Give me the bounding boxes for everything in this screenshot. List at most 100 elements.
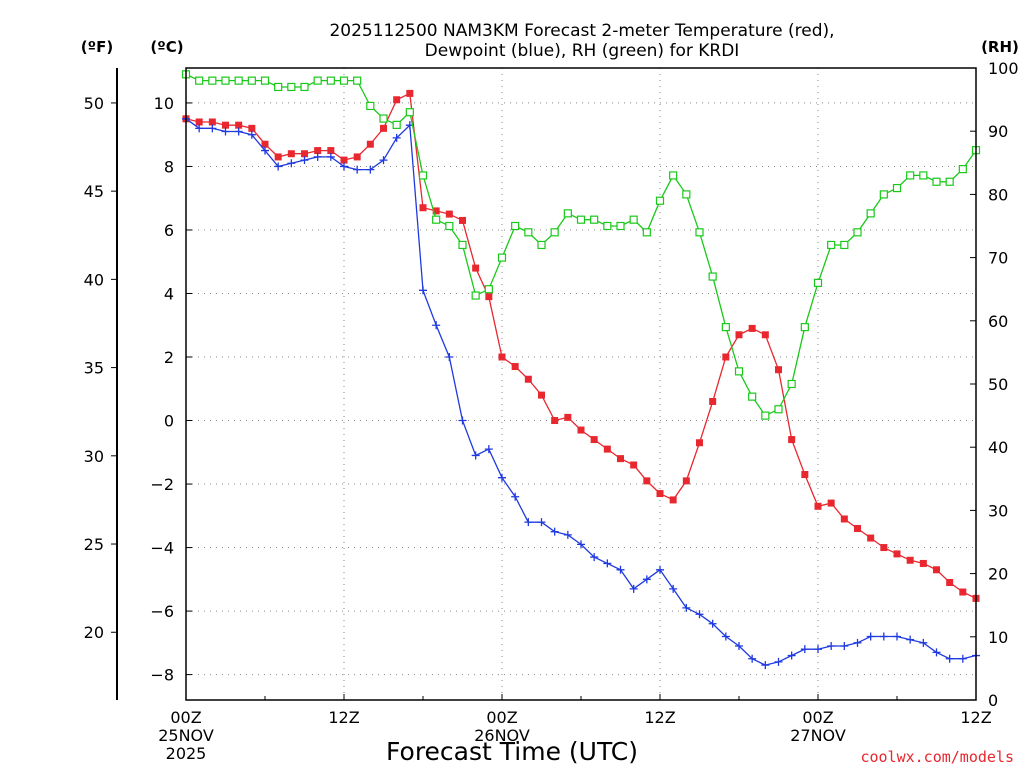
fahrenheit-tick-label: 30 — [84, 447, 104, 466]
fahrenheit-tick-label: 35 — [84, 359, 104, 378]
watermark: coolwx.com/models — [860, 748, 1014, 766]
dewpoint-c-point — [234, 127, 243, 136]
celsius-tick-label: −2 — [150, 475, 174, 494]
2-meter-temperature-c-point — [485, 293, 493, 301]
rh-point — [300, 82, 309, 92]
fahrenheit-tick-label: 40 — [84, 270, 104, 289]
2-meter-temperature-c-point — [538, 391, 545, 399]
rh-point — [669, 171, 678, 180]
2-meter-temperature-c-series — [182, 89, 980, 602]
2-meter-temperature-c-point — [274, 153, 282, 161]
rh-point — [734, 367, 744, 376]
celsius-axis: 10 8 6 4 2 0 −2 −4 −6 −8 — [150, 94, 192, 685]
2-meter-temperature-c-point — [722, 353, 730, 361]
rh-point — [432, 215, 441, 224]
2-meter-temperature-c-point — [617, 455, 624, 463]
2-meter-temperature-c-point — [840, 515, 848, 523]
rh-point — [392, 120, 401, 129]
rh-point — [629, 215, 638, 224]
2-meter-temperature-c-point — [603, 445, 611, 453]
celsius-tick-label: 6 — [164, 221, 174, 240]
2-meter-temperature-c-point — [775, 366, 782, 374]
2-meter-temperature-c-point — [353, 153, 361, 161]
rh-point — [497, 253, 507, 262]
dewpoint-c-point — [313, 152, 322, 161]
rh-point — [655, 196, 665, 205]
fahrenheit-tick-label: 50 — [84, 94, 104, 113]
fahrenheit-tick-label: 25 — [84, 535, 104, 554]
rh-point — [748, 392, 757, 401]
rh-point — [892, 183, 902, 193]
time-tick-label: 00Z — [486, 708, 517, 727]
rh-tick-label: 40 — [988, 438, 1008, 457]
2-meter-temperature-c-point — [459, 216, 466, 224]
2-meter-temperature-c-point — [208, 118, 216, 126]
dewpoint-c-point — [735, 642, 743, 651]
2-meter-temperature-c-point — [301, 150, 308, 158]
time-tick-label: 12Z — [960, 708, 991, 727]
dewpoint-c-point — [419, 286, 427, 295]
dewpoint-c-point — [537, 518, 546, 527]
rh-tick-label: 0 — [988, 691, 998, 710]
2-meter-temperature-c-point — [959, 588, 967, 596]
celsius-tick-label: 10 — [154, 94, 174, 113]
dewpoint-c-point — [484, 445, 493, 454]
2-meter-temperature-c-point — [314, 147, 322, 155]
rh-point — [708, 272, 717, 281]
rh-point — [827, 240, 836, 250]
dewpoint-c-point — [906, 635, 915, 644]
dewpoint-c-point — [392, 133, 401, 142]
2-meter-temperature-c-point — [248, 124, 256, 132]
rh-point — [234, 76, 243, 85]
dewpoint-c-point — [814, 645, 822, 654]
dewpoint-c-point — [840, 642, 849, 651]
fahrenheit-tick-label: 20 — [84, 623, 104, 642]
time-tick-label: 00Z — [170, 708, 201, 727]
dewpoint-c-point — [326, 152, 335, 161]
2-meter-temperature-c-point — [630, 461, 638, 469]
dewpoint-c-point — [958, 654, 967, 663]
rh-point — [287, 82, 296, 92]
dewpoint-c-point — [300, 156, 309, 165]
2-meter-temperature-c-point — [366, 140, 374, 148]
dewpoint-c-point — [221, 127, 230, 136]
dewpoint-c-point — [879, 632, 888, 641]
2-meter-temperature-c-point — [222, 121, 229, 129]
2-meter-temperature-c-point — [682, 477, 690, 485]
2-meter-temperature-c-point — [643, 477, 651, 485]
dewpoint-c-point — [774, 657, 783, 666]
rh-point — [195, 76, 204, 85]
2-meter-temperature-c-point — [893, 550, 901, 558]
rh-tick-label: 30 — [988, 501, 1008, 520]
dewpoint-c-point — [866, 632, 875, 641]
chart-title-line2: Dewpoint (blue), RH (green) for KRDI — [425, 41, 740, 61]
rh-point — [576, 215, 586, 224]
dewpoint-c-point — [577, 540, 585, 549]
rh-unit-label: (RH) — [981, 38, 1019, 56]
rh-point — [853, 228, 862, 237]
series-layer — [181, 70, 981, 670]
time-tick-label: 12Z — [644, 708, 675, 727]
rh-point — [379, 114, 388, 123]
x-axis-title: Forecast Time (UTC) — [386, 737, 638, 766]
dewpoint-c-point — [893, 632, 901, 641]
dewpoint-c-point — [800, 645, 809, 654]
2-meter-temperature-c-point — [235, 121, 243, 129]
dewpoint-c-point — [498, 473, 506, 482]
rh-tick-label: 50 — [988, 375, 1008, 394]
rh-point — [221, 76, 230, 85]
rh-point — [813, 278, 823, 287]
rh-point — [800, 323, 809, 332]
rh-point — [774, 405, 783, 414]
rh-point — [958, 165, 967, 174]
rh-tick-label: 70 — [988, 249, 1008, 268]
2-meter-temperature-c-point — [287, 150, 295, 158]
2-meter-temperature-c-point — [511, 363, 519, 371]
dewpoint-c-point — [458, 416, 467, 425]
dewpoint-c-point — [695, 610, 704, 619]
rh-point — [313, 76, 322, 85]
2-meter-temperature-c-point — [946, 578, 954, 586]
2-meter-temperature-c-point — [906, 556, 914, 564]
